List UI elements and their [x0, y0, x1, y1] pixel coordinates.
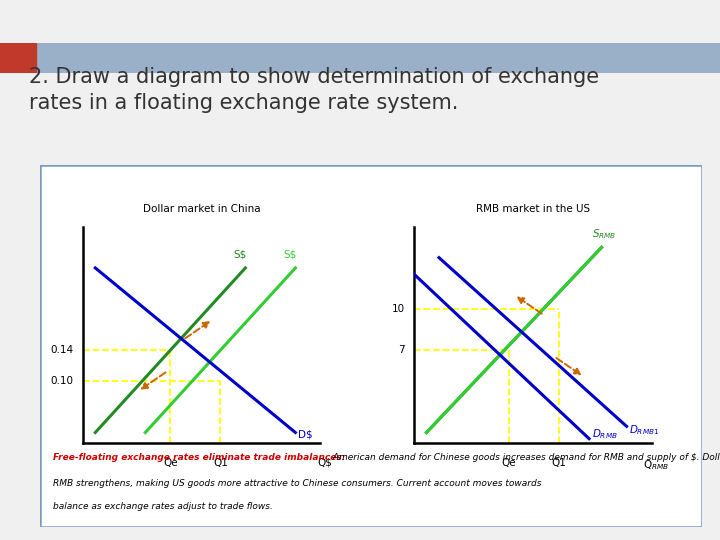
Text: S$: S$	[234, 249, 247, 260]
Text: American demand for Chinese goods increases demand for RMB and supply of $. Doll: American demand for Chinese goods increa…	[330, 453, 720, 462]
Text: 7: 7	[398, 345, 405, 355]
Text: 0.14: 0.14	[50, 345, 73, 355]
Bar	[0, 43, 36, 73]
Text: D$: D$	[298, 430, 312, 440]
Text: Dollar market in China: Dollar market in China	[143, 204, 261, 214]
Text: Q1: Q1	[213, 458, 228, 468]
Text: S$: S$	[284, 249, 297, 260]
Text: RMB strengthens, making US goods more attractive to Chinese consumers. Current a: RMB strengthens, making US goods more at…	[53, 478, 542, 488]
Text: Qe: Qe	[163, 458, 178, 468]
Text: $D_{RMB1}$: $D_{RMB1}$	[629, 423, 660, 437]
Text: RMB market in the US: RMB market in the US	[476, 204, 590, 214]
Text: Q$_{RMB}$: Q$_{RMB}$	[643, 458, 670, 472]
Text: Free-floating exchange rates eliminate trade imbalances:: Free-floating exchange rates eliminate t…	[53, 453, 346, 462]
Text: Qe: Qe	[502, 458, 516, 468]
Text: 0.10: 0.10	[50, 376, 73, 386]
Text: 10: 10	[392, 304, 405, 314]
Text: $S_{RMB}$: $S_{RMB}$	[592, 227, 616, 241]
Text: Q1: Q1	[552, 458, 567, 468]
Text: balance as exchange rates adjust to trade flows.: balance as exchange rates adjust to trad…	[53, 502, 273, 511]
Text: Q$: Q$	[318, 458, 333, 468]
Text: $D_{RMB}$: $D_{RMB}$	[592, 427, 618, 441]
Text: 2. Draw a diagram to show determination of exchange
rates in a floating exchange: 2. Draw a diagram to show determination …	[29, 66, 599, 113]
FancyBboxPatch shape	[40, 165, 702, 526]
